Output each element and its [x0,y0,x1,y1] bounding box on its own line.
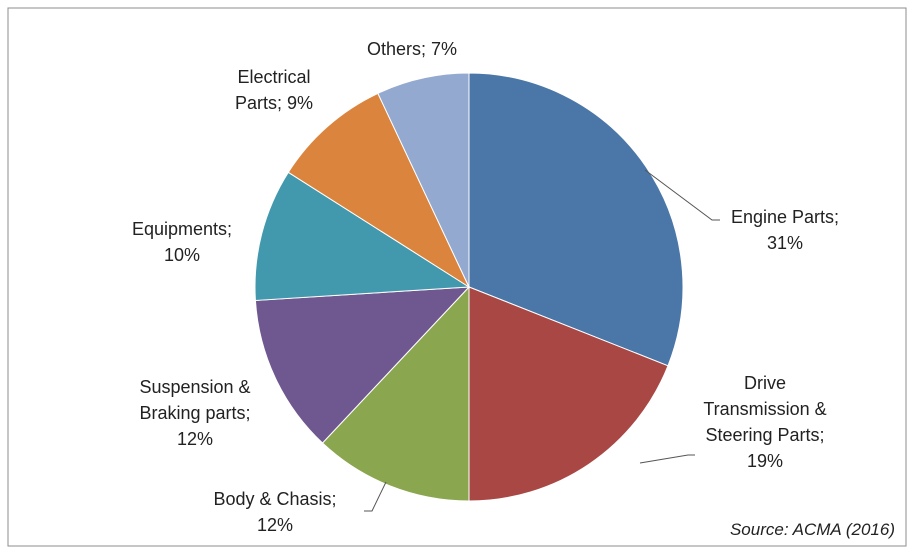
data-label: Body & Chasis; 12% [213,489,337,535]
pie-slice [287,92,471,289]
data-label: Others; 7% [366,39,458,59]
data-label: Equipments; 10% [131,219,233,265]
data-label: Suspension & Braking parts; 12% [139,377,251,449]
data-label: Electrical Parts; 9% [234,67,314,113]
pie-slice [254,286,471,444]
pie-slice [254,171,471,301]
pie [254,72,684,502]
pie-slice [468,72,684,367]
source-note: Source: ACMA (2016) [729,520,895,539]
data-label: Engine Parts; 31% [730,207,840,253]
pie-slice [321,285,470,502]
leader-line [364,481,387,512]
leader-line [639,454,695,464]
pie-slice [377,72,470,288]
leader-line [644,169,720,221]
pie-slice [468,286,669,502]
data-label: Drive Transmission & Steering Parts; 19% [703,373,827,471]
